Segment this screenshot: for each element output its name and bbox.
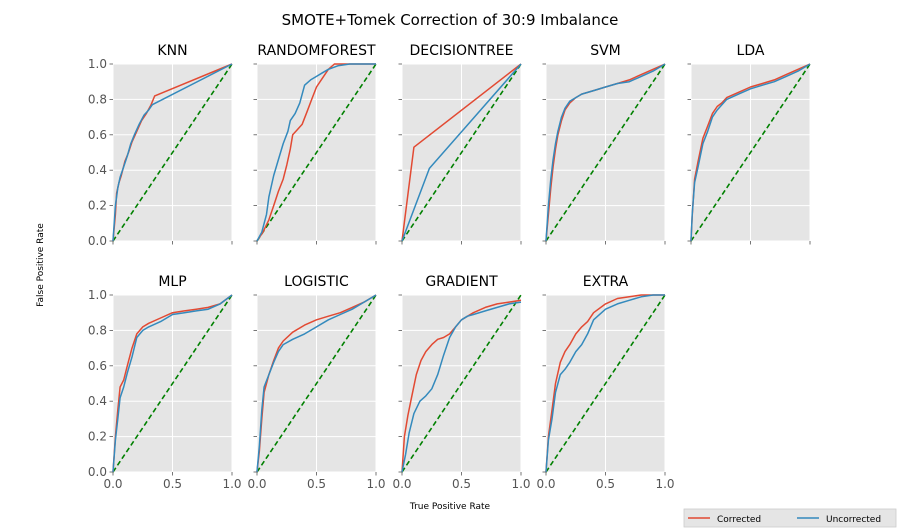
panel-title: DECISIONTREE [409,43,513,59]
series-line-corrected [112,294,233,473]
panel-title: RANDOMFOREST [257,43,376,59]
series-line-uncorrected [401,63,522,242]
panel-gradient: GRADIENT 0.0 0.5 1.0 [392,274,530,491]
panels-group: KNN 0.0 0.2 0.4 0.6 0.8 1.0 RANDOMFOREST DECISIO… [88,43,811,491]
panel-title: EXTRA [583,274,629,290]
reference-diagonal [545,294,666,473]
y-tick-label: 0.4 [88,394,107,408]
series-line-uncorrected [256,63,376,242]
reference-diagonal [401,294,522,473]
reference-diagonal [256,294,377,473]
legend-frame [683,508,897,528]
panel-title: GRADIENT [425,274,498,290]
x-tick-label: 0.0 [103,477,122,491]
reference-diagonal [690,63,811,242]
x-tick-label: 0.0 [536,477,555,491]
x-tick-label: 0.5 [307,477,326,491]
panel-randomforest: RANDOMFOREST [253,43,377,245]
y-tick-label: 0.2 [88,430,107,444]
reference-diagonal [112,294,233,473]
x-tick-label: 1.0 [655,477,674,491]
panel-mlp: MLP 0.0 0.2 0.4 0.6 0.8 1.0 0.0 0.5 1.0 [88,274,242,491]
panel-title: MLP [158,274,186,290]
x-axis-label: True Positive Rate [409,502,491,512]
series-line-uncorrected [401,301,522,473]
panel-logistic: LOGISTIC 0.0 0.5 1.0 [247,274,385,491]
x-tick-label: 0.0 [247,477,266,491]
y-tick-label: 0.0 [88,465,107,479]
panel-title: KNN [157,43,187,59]
y-tick-label: 0.6 [88,128,107,142]
y-tick-label: 0.4 [88,163,107,177]
legend: Corrected Uncorrected [683,508,897,528]
series-line-corrected [401,63,522,242]
y-tick-label: 1.0 [88,57,107,71]
y-tick-label: 0.6 [88,359,107,373]
series-line-uncorrected [545,294,665,473]
panel-extra: EXTRA 0.0 0.5 1.0 [536,274,674,491]
x-tick-label: 0.5 [163,477,182,491]
series-line-uncorrected [256,294,377,473]
series-line-uncorrected [112,294,233,473]
x-tick-label: 0.0 [392,477,411,491]
series-line-corrected [401,299,522,473]
panel-knn: KNN 0.0 0.2 0.4 0.6 0.8 1.0 [88,43,233,248]
x-tick-label: 1.0 [222,477,241,491]
y-tick-label: 0.2 [88,199,107,213]
panel-svm: SVM [542,43,666,245]
panel-lda: LDA [687,43,811,245]
reference-diagonal [545,63,666,242]
y-tick-label: 0.0 [88,234,107,248]
figure-title: SMOTE+Tomek Correction of 30:9 Imbalance [282,11,619,29]
series-line-uncorrected [545,63,666,242]
panel-title: SVM [590,43,621,59]
reference-diagonal [256,63,377,242]
legend-label-corrected: Corrected [717,515,761,525]
x-tick-label: 0.5 [596,477,615,491]
y-axis-label: False Positive Rate [36,223,46,307]
series-line-uncorrected [690,63,811,242]
reference-diagonal [401,63,522,242]
y-tick-label: 0.8 [88,323,107,337]
y-tick-label: 1.0 [88,288,107,302]
series-line-corrected [690,63,811,242]
panel-decisiontree: DECISIONTREE [398,43,522,245]
reference-diagonal [112,63,233,242]
x-tick-label: 1.0 [511,477,530,491]
y-tick-label: 0.8 [88,92,107,106]
x-tick-label: 0.5 [452,477,471,491]
panel-title: LOGISTIC [284,274,349,290]
legend-label-uncorrected: Uncorrected [826,515,881,525]
panel-title: LDA [737,43,765,59]
series-line-uncorrected [112,63,233,242]
x-tick-label: 1.0 [366,477,385,491]
series-line-corrected [545,294,665,473]
